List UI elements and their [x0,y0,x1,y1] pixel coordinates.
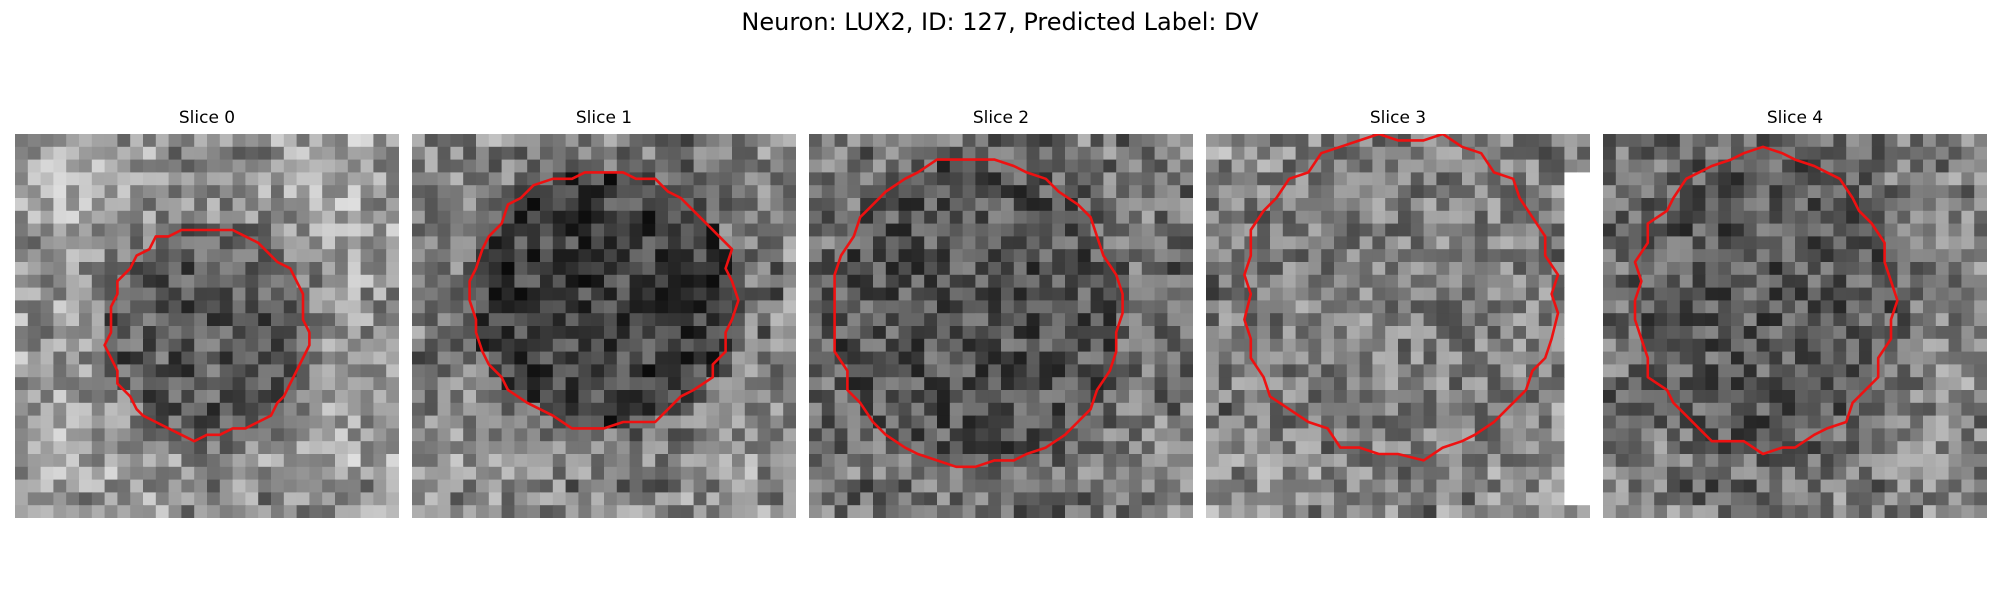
pixel-grid [1206,134,1590,518]
slice-image-3 [1206,134,1590,518]
slice-title-2: Slice 2 [972,108,1030,128]
slice-title-4: Slice 4 [1766,108,1824,128]
pixel-grid [15,134,399,518]
slice-title-1: Slice 1 [575,108,633,128]
pixel-grid [1603,134,1987,518]
slice-image-1 [412,134,796,518]
slice-image-2 [809,134,1193,518]
contour-outline [103,228,311,443]
slice-title-0: Slice 0 [178,108,236,128]
pixel-grid [412,134,796,518]
contour-outline [468,171,740,430]
contour-outline [1633,145,1899,456]
slice-image-4 [1603,134,1987,518]
contour-outline [1243,134,1560,462]
slice-title-3: Slice 3 [1369,108,1427,128]
pixel-grid [809,134,1193,518]
slice-image-0 [15,134,399,518]
contour-outline [833,158,1124,469]
figure-title: Neuron: LUX2, ID: 127, Predicted Label: … [741,8,1259,36]
